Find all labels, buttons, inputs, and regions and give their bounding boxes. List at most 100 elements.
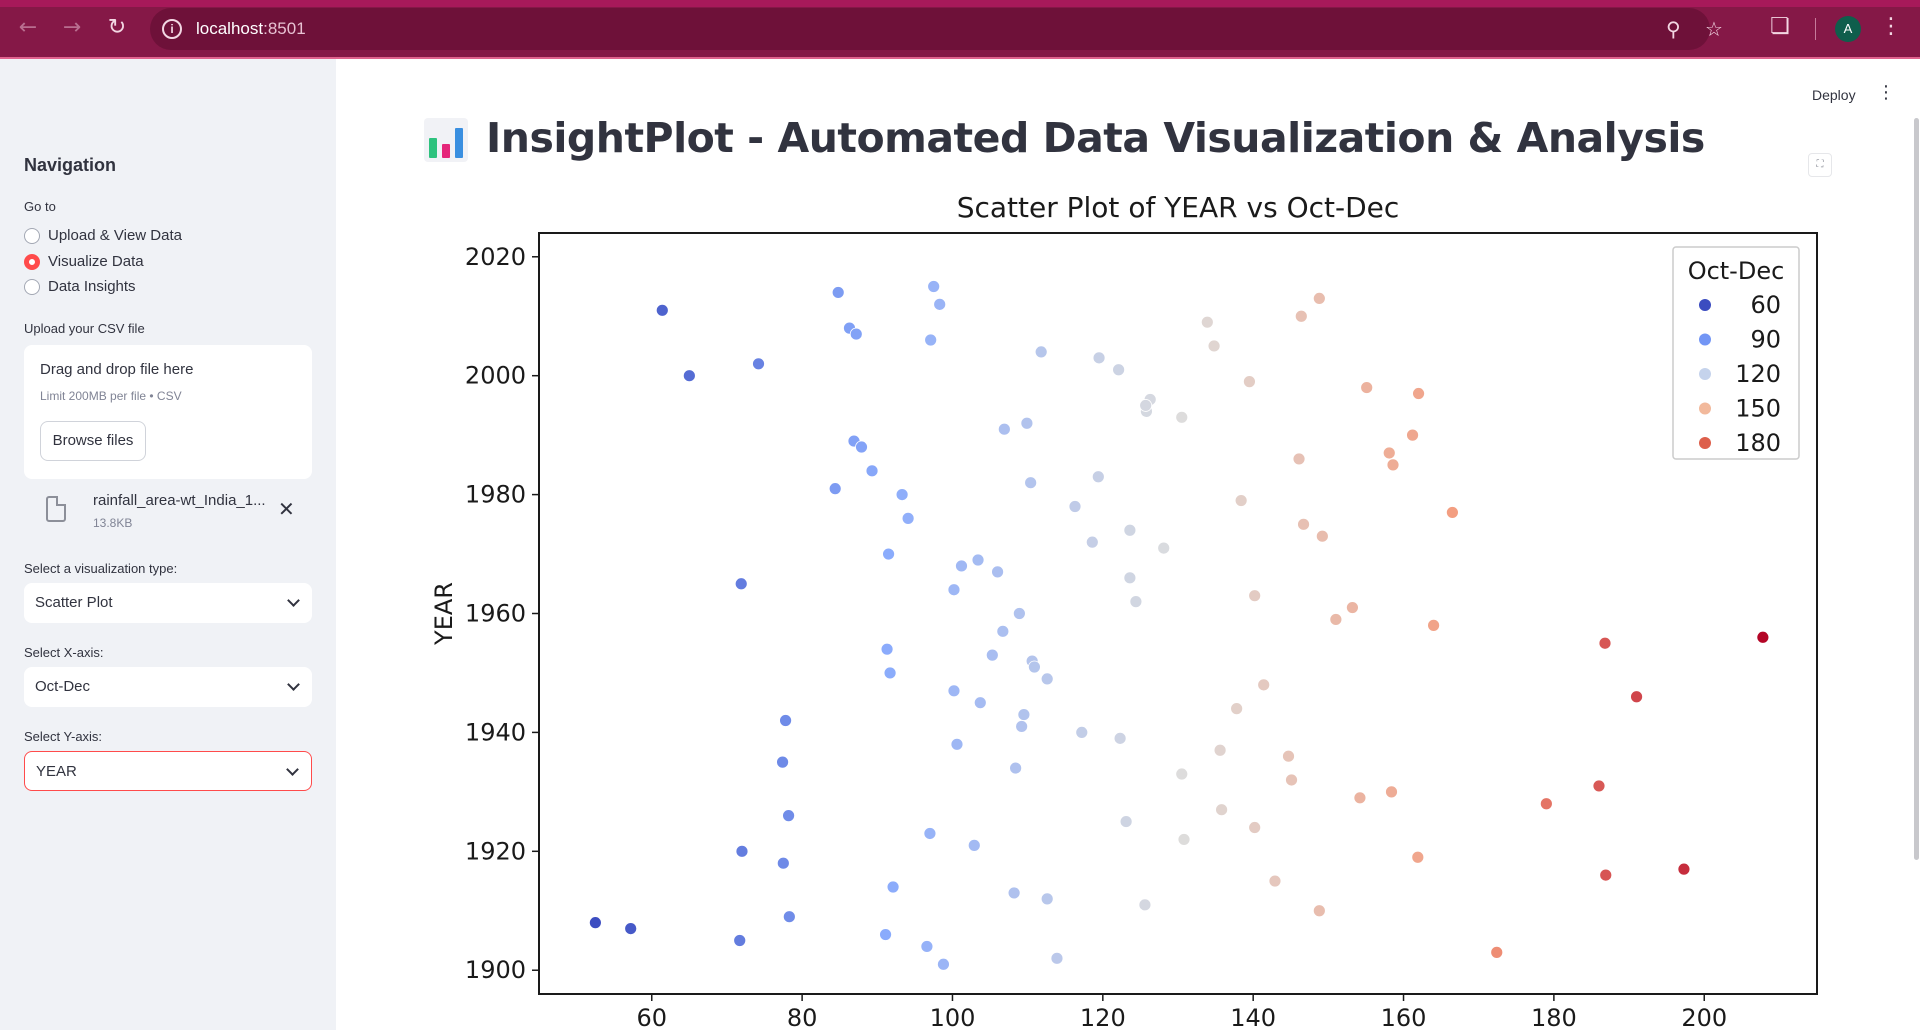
- deploy-button[interactable]: Deploy: [1812, 87, 1856, 103]
- legend-label: 60: [1750, 291, 1781, 319]
- toolbar-divider: [1815, 18, 1816, 40]
- data-point: [991, 565, 1004, 579]
- legend-label: 120: [1735, 360, 1781, 388]
- fullscreen-icon[interactable]: ⛶: [1808, 153, 1832, 177]
- extensions-icon[interactable]: ❏: [1770, 14, 1790, 39]
- data-point: [1157, 541, 1171, 555]
- data-point: [1539, 797, 1553, 811]
- back-arrow-icon[interactable]: ←: [18, 15, 38, 40]
- goto-label: Go to: [24, 199, 56, 214]
- data-point: [1028, 660, 1041, 674]
- data-point: [1312, 291, 1326, 305]
- remove-file-close-icon[interactable]: ✕: [278, 497, 295, 521]
- data-point: [1677, 862, 1691, 876]
- sidebar-title: Navigation: [24, 155, 117, 175]
- y-axis-select[interactable]: YEAR: [24, 751, 312, 791]
- y-tick-label: 1980: [465, 481, 526, 509]
- data-point: [1230, 702, 1244, 716]
- x-tick-label: 140: [1230, 1004, 1276, 1030]
- data-point: [950, 737, 964, 751]
- dropzone-title: Drag and drop file here: [40, 361, 194, 378]
- uploaded-file-size: 13.8KB: [93, 516, 133, 530]
- legend-marker: [1699, 333, 1711, 346]
- data-point: [776, 755, 789, 769]
- radio-unchecked-icon[interactable]: [24, 278, 40, 295]
- x-tick-label: 120: [1080, 1004, 1126, 1030]
- data-point: [1243, 375, 1256, 389]
- data-point: [1406, 428, 1419, 442]
- data-point: [734, 577, 748, 591]
- y-tick-label: 2000: [465, 362, 526, 390]
- nav-option-upload[interactable]: Upload & View Data: [24, 227, 182, 244]
- uploaded-file-name: rainfall_area-wt_India_1...: [93, 492, 266, 509]
- data-point: [682, 369, 696, 383]
- data-point: [1207, 339, 1221, 353]
- data-point: [1282, 749, 1295, 763]
- site-info-icon[interactable]: i: [162, 19, 182, 39]
- radio-checked-icon[interactable]: [24, 253, 40, 270]
- data-point: [779, 714, 792, 727]
- data-point: [883, 666, 897, 680]
- page-title: InsightPlot - Automated Data Visualizati…: [486, 114, 1705, 162]
- data-point: [1346, 601, 1359, 614]
- app-menu-icon[interactable]: ⋮: [1877, 82, 1895, 103]
- data-point: [1599, 868, 1613, 882]
- data-point: [1248, 821, 1262, 834]
- data-point: [923, 827, 937, 840]
- x-tick-label: 200: [1681, 1004, 1727, 1030]
- toolbar-bottom-border: [0, 57, 1920, 59]
- data-point: [1012, 607, 1026, 620]
- url-text[interactable]: localhost:8501: [196, 19, 306, 39]
- data-point: [1040, 892, 1054, 906]
- sidebar: Navigation Go to Upload & View Data Visu…: [0, 59, 336, 1030]
- page-scrollbar[interactable]: [1914, 118, 1919, 860]
- zoom-icon[interactable]: ⚲: [1666, 17, 1681, 41]
- data-point: [947, 583, 961, 597]
- data-point: [895, 488, 909, 501]
- data-point: [1598, 636, 1612, 650]
- upload-label: Upload your CSV file: [24, 321, 145, 336]
- data-point: [1050, 951, 1064, 965]
- data-point: [1139, 399, 1153, 412]
- profile-avatar[interactable]: A: [1835, 16, 1861, 42]
- nav-option-visualize[interactable]: Visualize Data: [24, 253, 144, 270]
- browse-files-button[interactable]: Browse files: [40, 421, 146, 461]
- legend-label: 90: [1750, 326, 1781, 354]
- viz-type-select[interactable]: Scatter Plot: [24, 583, 312, 623]
- browser-toolbar: ← → ↻ i localhost:8501 ⚲ ☆ ❏ A ⋮: [0, 0, 1920, 58]
- browser-menu-icon[interactable]: ⋮: [1880, 14, 1902, 39]
- data-point: [1427, 618, 1440, 632]
- legend-title: Oct-Dec: [1688, 257, 1785, 285]
- radio-unchecked-icon[interactable]: [24, 227, 40, 244]
- data-point: [1007, 886, 1021, 900]
- forward-arrow-icon[interactable]: →: [62, 15, 82, 40]
- bookmark-star-icon[interactable]: ☆: [1705, 17, 1723, 41]
- data-point: [588, 916, 602, 930]
- data-point: [985, 648, 999, 662]
- address-bar[interactable]: i localhost:8501 ⚲ ☆: [150, 8, 1723, 50]
- data-point: [1411, 850, 1425, 864]
- data-point: [1315, 529, 1329, 543]
- data-point: [1175, 767, 1189, 781]
- chart-title: Scatter Plot of YEAR vs Oct-Dec: [957, 191, 1400, 224]
- data-point: [880, 642, 894, 656]
- data-point: [955, 559, 968, 573]
- data-point: [1329, 613, 1343, 626]
- data-point: [1297, 517, 1310, 531]
- legend-label: 150: [1735, 395, 1781, 423]
- data-point: [1445, 506, 1459, 519]
- nav-option-label: Visualize Data: [48, 253, 144, 270]
- data-point: [1294, 309, 1308, 323]
- data-point: [1592, 779, 1606, 793]
- data-point: [1123, 571, 1137, 585]
- nav-option-insights[interactable]: Data Insights: [24, 278, 136, 295]
- data-point: [849, 327, 863, 341]
- reload-icon[interactable]: ↻: [107, 15, 127, 40]
- data-point: [782, 809, 795, 823]
- x-axis-select[interactable]: Oct-Dec: [24, 667, 312, 707]
- data-point: [920, 940, 934, 953]
- x-tick-label: 100: [930, 1004, 976, 1030]
- y-tick-label: 1960: [465, 600, 526, 628]
- file-dropzone[interactable]: Drag and drop file here Limit 200MB per …: [24, 345, 312, 479]
- data-point: [828, 482, 842, 496]
